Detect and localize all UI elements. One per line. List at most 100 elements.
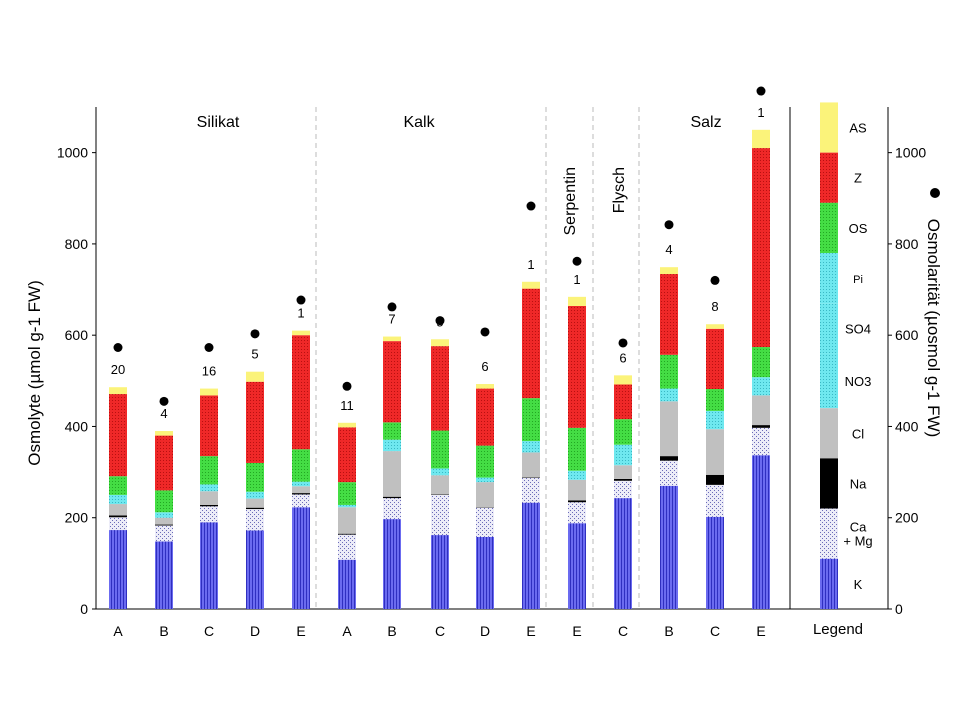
legend-swatch [820,102,838,153]
y-axis-title-right: Osmolarität (µosmol g-1 FW) [924,219,943,438]
bar-segment [383,496,401,499]
bar-segment [383,336,401,342]
bar-segment [155,541,173,609]
bar-segment [155,435,173,491]
osmolarity-marker-key [930,188,940,198]
sample-count-label: 8 [711,299,718,314]
bar-segment [109,530,127,609]
bar-segment [752,395,770,426]
osmolarity-point [342,381,352,391]
x-tick-label: E [526,623,535,639]
bar-segment [338,422,356,428]
bar-segment [431,346,449,431]
bar-segment [660,388,678,402]
bar-segment [431,494,449,536]
bar-segment [246,462,264,492]
bar-segment [200,484,218,492]
bar-segment [522,502,540,609]
bar-segment [614,419,632,445]
bar-segment [706,484,724,517]
bar-segment [614,444,632,466]
x-tick-label: D [250,623,260,639]
sample-count-label: 11 [340,398,354,413]
bar-segment [431,468,449,476]
bar-segment [431,475,449,495]
sample-count-label: 16 [202,364,216,379]
osmolarity-point [113,343,123,353]
bar-segment [568,523,586,609]
bar-segment [246,530,264,609]
sample-count-label: 20 [111,362,125,377]
osmolarity-point [756,86,766,96]
osmolarity-point [572,256,582,266]
bar-segment [200,504,218,507]
bar-segment [568,305,586,428]
bar-segment [614,384,632,420]
legend-label: + Mg [843,534,872,549]
legend-label: Cl [852,426,864,441]
sample-count-label: 7 [388,312,395,327]
bar-segment [155,524,173,526]
left-tick-label: 0 [80,601,88,617]
bar-segment [614,465,632,479]
osmolarity-point [159,396,169,406]
bar-segment [338,534,356,560]
bar-segment [660,485,678,609]
bar-segment [292,494,310,508]
legend-label: K [854,577,863,592]
legend-label: Pi [853,274,863,286]
bar-segment [200,456,218,485]
bar-segment [246,507,264,510]
bar-segment [752,129,770,149]
bar-segment [614,375,632,385]
left-tick-label: 200 [65,510,89,526]
bar-segment [383,519,401,609]
sample-count-label: 1 [757,105,764,120]
osmolarity-point [664,220,674,230]
bar-segment [660,354,678,389]
bar-segment [246,371,264,382]
sample-count-label: 5 [251,347,258,362]
x-tick-label: B [159,623,168,639]
bar-segment [292,486,310,494]
bar-segment [431,535,449,609]
bar-segment [246,498,264,508]
bar-segment [292,493,310,495]
bar-segment [246,509,264,531]
bar-segment [568,500,586,503]
bar-segment [752,425,770,428]
bar-segment [614,498,632,609]
legend-swatch [820,408,838,459]
bar-segment [752,427,770,456]
bar-segment [109,387,127,395]
group-label: Kalk [403,114,435,131]
bar-segment [522,478,540,503]
bar-segment [200,506,218,523]
bar-segment [200,388,218,396]
bar-segment [706,328,724,390]
group-label: Serpentin [562,167,579,236]
bar-segment [383,451,401,497]
bar-segment [706,516,724,609]
legend-swatch [820,152,838,203]
osmolarity-point [296,295,306,305]
bar-segment [752,148,770,348]
legend-label: NO3 [845,374,872,389]
bar-segment [568,479,586,501]
left-tick-label: 400 [65,418,89,434]
sample-count-label: 1 [527,257,534,272]
x-tick-label: B [387,623,396,639]
bar-segment [338,533,356,535]
bar-segment [706,324,724,329]
bar-segment [155,431,173,436]
bar-segment [660,267,678,275]
group-label: Silikat [197,114,240,131]
bar-segment [431,339,449,347]
bar-segment [109,494,127,505]
bar-segment [706,429,724,475]
x-tick-label: E [296,623,305,639]
bar-segment [292,449,310,482]
bar-segment [476,536,494,609]
sample-count-label: 6 [619,350,626,365]
bar-segment [200,491,218,505]
